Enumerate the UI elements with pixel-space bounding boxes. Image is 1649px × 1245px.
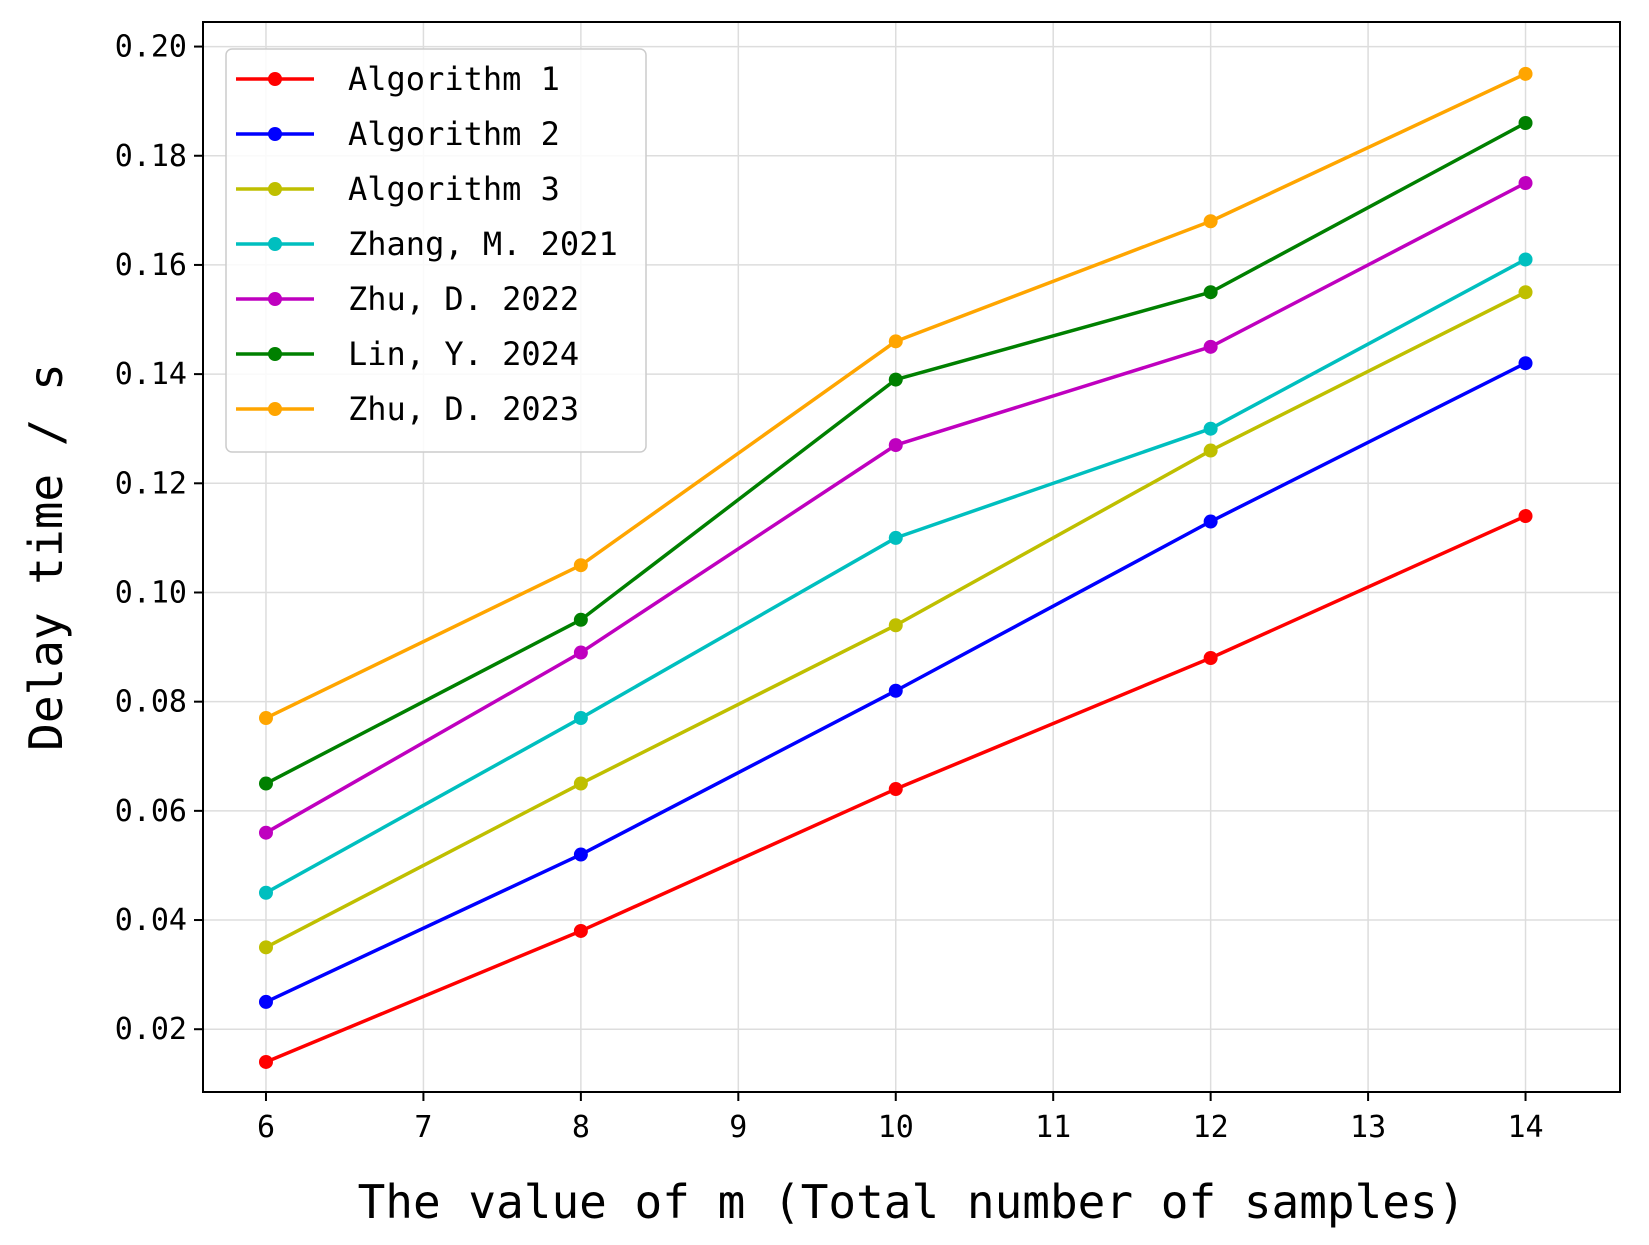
x-tick-label: 14 [1507, 1110, 1543, 1145]
x-tick-label: 11 [1035, 1110, 1071, 1145]
data-point [573, 847, 588, 862]
y-tick-label: 0.20 [115, 30, 187, 65]
plot-frame [202, 21, 1621, 1093]
data-point [573, 612, 588, 627]
data-point [258, 825, 273, 840]
data-point [1518, 509, 1533, 524]
y-axis-ticks: 0.02 0.04 0.06 0.08 0.10 0.12 0.14 0.16 0.18 0.20 [115, 30, 203, 1047]
data-point [1203, 285, 1218, 300]
data-point [258, 994, 273, 1009]
data-point [573, 645, 588, 660]
data-point [573, 711, 588, 726]
x-tick-label: 6 [257, 1110, 275, 1145]
data-point [888, 782, 903, 797]
y-axis-title: Delay time / s [19, 363, 73, 751]
data-point [888, 334, 903, 349]
y-tick-label: 0.18 [115, 139, 187, 174]
series-2 [258, 285, 1533, 955]
x-tick-label: 8 [572, 1110, 590, 1145]
legend-box [225, 48, 647, 453]
data-point [573, 558, 588, 573]
x-tick-label: 7 [414, 1110, 432, 1145]
y-tick-label: 0.12 [115, 466, 187, 501]
legend-label: Algorithm 2 [348, 115, 560, 153]
data-point [1518, 66, 1533, 81]
legend-marker [268, 292, 282, 306]
series-1 [258, 356, 1533, 1009]
legend-label: Zhang, M. 2021 [348, 225, 618, 263]
series-3 [258, 252, 1533, 900]
data-point [888, 530, 903, 545]
y-tick-label: 0.10 [115, 575, 187, 610]
y-tick-label: 0.14 [115, 357, 187, 392]
legend-label: Zhu, D. 2022 [348, 280, 579, 318]
data-point [1203, 339, 1218, 354]
data-point [258, 940, 273, 955]
data-point [258, 1054, 273, 1069]
data-point [573, 923, 588, 938]
legend-label: Zhu, D. 2023 [348, 390, 579, 428]
series-0 [258, 509, 1533, 1069]
data-point [1518, 252, 1533, 267]
y-tick-label: 0.04 [115, 903, 187, 938]
data-point [1203, 214, 1218, 229]
legend-marker [268, 347, 282, 361]
x-tick-label: 9 [729, 1110, 747, 1145]
x-tick-label: 12 [1193, 1110, 1229, 1145]
legend-marker [268, 237, 282, 251]
y-tick-label: 0.16 [115, 248, 187, 283]
series-4 [258, 176, 1533, 840]
data-point [888, 618, 903, 633]
legend-marker [268, 402, 282, 416]
series-group [258, 66, 1533, 1069]
data-point [258, 885, 273, 900]
data-point [1203, 421, 1218, 436]
data-point [888, 438, 903, 453]
data-point [888, 683, 903, 698]
legend-marker [268, 182, 282, 196]
y-tick-label: 0.02 [115, 1012, 187, 1047]
y-tick-label: 0.08 [115, 685, 187, 720]
data-point [1203, 514, 1218, 529]
legend-label: Algorithm 1 [348, 60, 560, 98]
data-point [888, 372, 903, 387]
legend-label: Algorithm 3 [348, 170, 560, 208]
data-point [1518, 285, 1533, 300]
data-point [1203, 650, 1218, 665]
series-6 [258, 66, 1533, 726]
x-axis-title: The value of m (Total number of samples) [358, 1175, 1466, 1229]
data-point [1203, 443, 1218, 458]
legend-marker [268, 72, 282, 86]
x-axis-ticks: 6 7 8 9 10 11 12 13 14 [257, 1092, 1544, 1145]
legend-marker [268, 127, 282, 141]
y-tick-label: 0.06 [115, 794, 187, 829]
data-point [1518, 176, 1533, 191]
data-point [258, 776, 273, 791]
data-point [1518, 115, 1533, 130]
data-point [1518, 356, 1533, 371]
data-point [573, 776, 588, 791]
legend: Algorithm 1 Algorithm 2 Algorithm 3 Zhang, … [225, 48, 647, 453]
x-tick-label: 10 [878, 1110, 914, 1145]
legend-label: Lin, Y. 2024 [348, 335, 579, 373]
x-tick-label: 13 [1350, 1110, 1386, 1145]
series-5 [258, 115, 1533, 791]
data-point [258, 711, 273, 726]
